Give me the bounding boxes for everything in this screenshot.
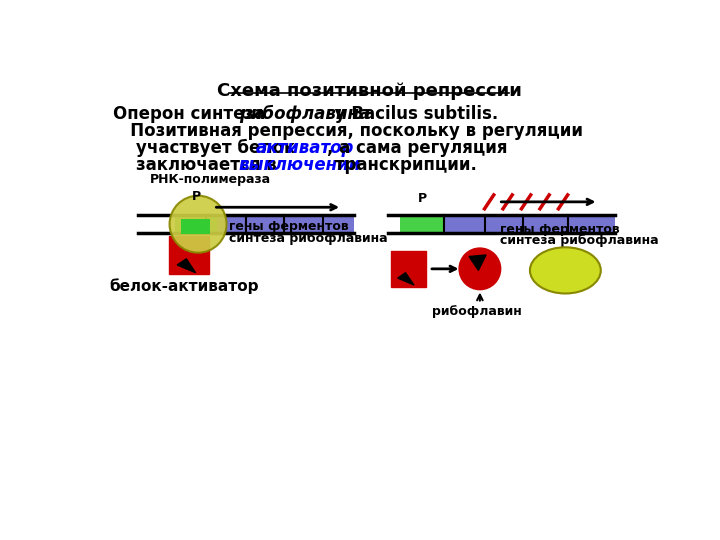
Text: синтеза рибофлавина: синтеза рибофлавина <box>500 234 659 247</box>
Bar <box>175 215 217 233</box>
Text: P: P <box>192 191 201 204</box>
Polygon shape <box>177 259 196 273</box>
Text: заключается в: заключается в <box>113 156 283 174</box>
Bar <box>181 219 210 234</box>
Text: рибофлавин: рибофлавин <box>432 305 522 318</box>
Text: выключении: выключении <box>238 156 361 174</box>
Text: транскрипции.: транскрипции. <box>329 156 477 174</box>
Text: РНК-полимераза: РНК-полимераза <box>150 173 271 186</box>
Polygon shape <box>469 255 486 271</box>
Bar <box>206 215 354 233</box>
Text: у Bacilus subtilis.: у Bacilus subtilis. <box>329 105 498 123</box>
Text: гены ферментов: гены ферментов <box>229 220 348 233</box>
Polygon shape <box>397 273 414 285</box>
Text: белок-активатор: белок-активатор <box>109 278 259 294</box>
Text: активатор: активатор <box>256 139 354 157</box>
Bar <box>168 236 209 274</box>
Text: гены ферментов: гены ферментов <box>500 222 619 235</box>
Text: Позитивная репрессия, поскольку в регуляции: Позитивная репрессия, поскольку в регуля… <box>113 122 583 140</box>
Text: , а сама регуляция: , а сама регуляция <box>327 139 507 157</box>
Text: P: P <box>418 192 428 205</box>
Bar <box>390 251 426 287</box>
Circle shape <box>170 195 227 253</box>
Bar <box>444 215 616 233</box>
Text: рибофлавина: рибофлавина <box>240 105 371 123</box>
Circle shape <box>459 248 500 289</box>
Text: Схема позитивной репрессии: Схема позитивной репрессии <box>217 82 521 100</box>
Text: участвует белок -: участвует белок - <box>113 139 314 157</box>
Text: Оперон синтеза: Оперон синтеза <box>113 105 271 123</box>
Text: синтеза рибофлавина: синтеза рибофлавина <box>229 232 387 245</box>
Ellipse shape <box>530 247 600 294</box>
Bar <box>400 215 444 233</box>
